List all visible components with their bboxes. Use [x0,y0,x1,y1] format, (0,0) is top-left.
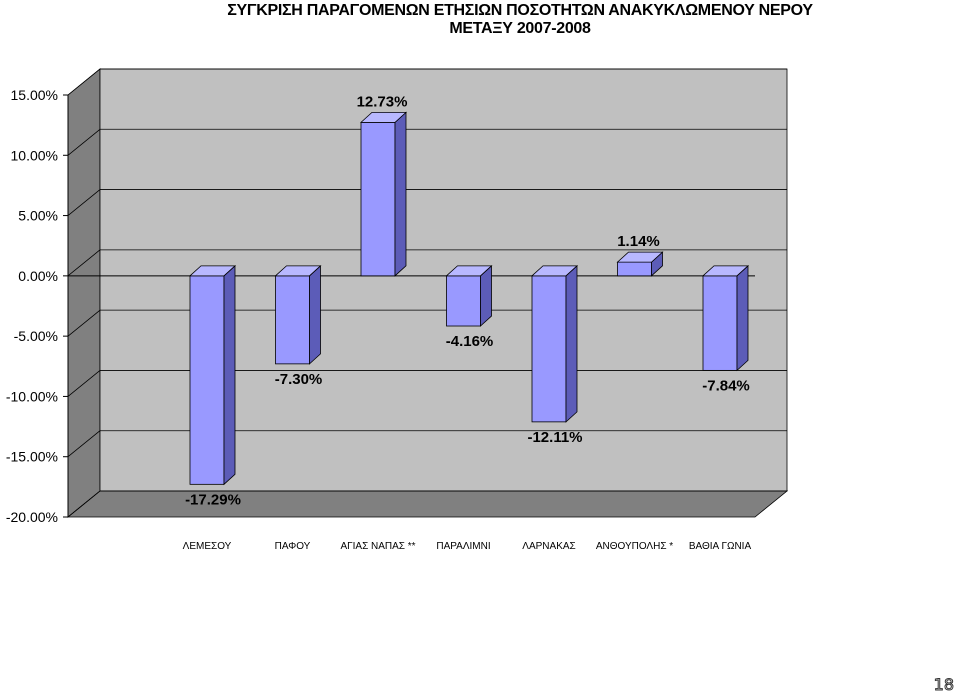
bar-top [616,251,664,263]
data-label: 12.73% [357,93,408,110]
category-label: ΠΑΦΟΥ [275,541,311,552]
bar-front [702,275,738,371]
bar-top [445,265,493,277]
category-label: ΑΓΙΑΣ ΝΑΠΑΣ ** [340,541,415,552]
bar-top [359,111,408,123]
y-tick-label: -20.00% [6,509,58,525]
y-tick-label: 10.00% [11,147,58,163]
y-tick-label: 0.00% [18,268,58,284]
data-labels: -17.29% -7.30% 12.73% -4.16% -12.11% 1.14% -7.… [185,93,750,508]
bar-front [275,275,310,365]
y-tick-label: 15.00% [11,87,58,103]
bars [188,111,750,486]
y-tick-label: 5.00% [18,208,58,224]
category-labels: ΛΕΜΕΣΟΥ ΠΑΦΟΥ ΑΓΙΑΣ ΝΑΠΑΣ ** ΠΑΡΑΛΙΜΝΙ ΛΑΡΝΑ… [183,541,752,552]
plot-background [66,68,789,518]
bar-front [189,275,225,485]
bar-side [394,111,407,277]
bar [359,111,408,277]
chart-title-line2: ΜΕΤΑΞΥ 2007-2008 [449,20,591,37]
category-label: ΛΑΡΝΑΚΑΣ [522,541,575,552]
gridline-side [67,370,101,397]
bar-side [565,264,578,423]
bar [530,264,579,423]
bar-front [617,261,652,277]
y-tick-label: -15.00% [6,449,58,465]
bar-side [223,264,236,486]
gridline-side [67,189,101,216]
data-label: -12.11% [527,429,582,446]
gridline-side [67,68,101,96]
y-tick-label: -5.00% [14,328,58,344]
category-label: ΒΑΘΙΑ ΓΩΝΙΑ [689,541,752,552]
bar [616,251,664,277]
gridline-side [67,249,101,277]
gridline-side [67,128,101,156]
bar-front [360,121,396,277]
bar [701,264,750,372]
bar-side [309,264,321,365]
gridline-side [67,309,101,337]
data-label: -7.84% [702,377,750,394]
data-label: -7.30% [275,371,323,388]
category-label: ΠΑΡΑΛΙΜΝΙ [436,541,490,552]
plot-side-wall [67,68,101,518]
plot-floor [66,490,789,518]
category-label: ΛΕΜΕΣΟΥ [183,541,232,552]
data-label: 1.14% [617,233,660,250]
bar-top [701,265,750,277]
gridline-side [67,490,101,518]
bar-top [188,265,237,277]
category-label: ΑΝΘΟΥΠΟΛΗΣ * [596,541,673,552]
y-tick-label: -10.00% [6,388,58,404]
data-label: -17.29% [185,491,241,508]
gridline-side [67,430,101,458]
bar [445,264,493,327]
bar-side [736,264,749,372]
bar-front [531,275,567,423]
bar-top [530,265,579,277]
bar [274,264,322,365]
bar-top [274,265,322,277]
bar [188,264,237,486]
y-axis-ticks: 15.00% 10.00% 5.00% 0.00% -5.00% -10.00% -15.0… [6,87,68,525]
bar-front [446,275,481,327]
data-label: -4.16% [446,333,494,350]
chart-title-line1: ΣΥΓΚΡΙΣΗ ΠΑΡΑΓΟΜΕΝΩΝ ΕΤΗΣΙΩΝ ΠΟΣΟΤΗΤΩΝ Α… [227,2,813,19]
page-number: 18 [933,675,954,695]
